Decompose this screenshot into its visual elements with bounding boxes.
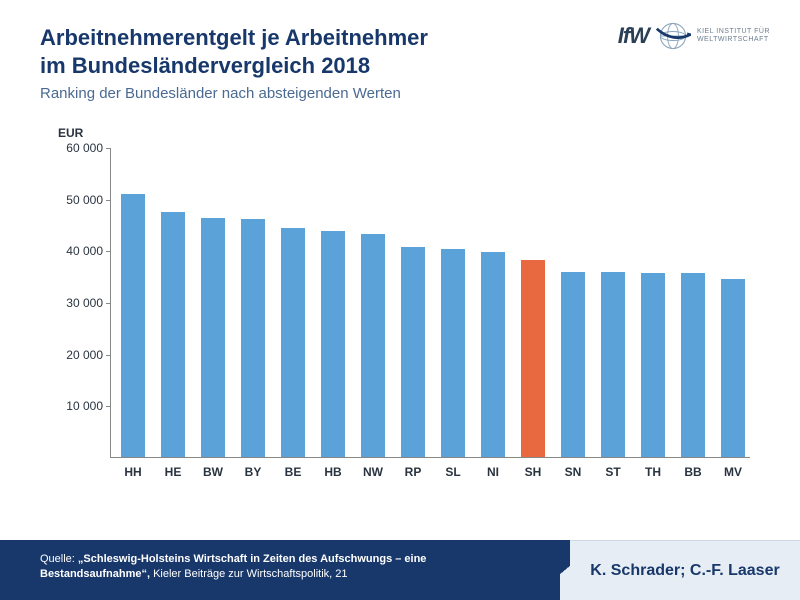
logo-sub-1: KIEL INSTITUT FÜR [697,28,770,36]
x-tick-label: SH [525,465,542,479]
footer: Quelle: „Schleswig-Holsteins Wirtschaft … [0,540,800,600]
x-tick-label: NI [487,465,499,479]
bar-NW [361,234,386,457]
x-tick-label: MV [724,465,742,479]
bar-HH [121,194,146,458]
bar-HE [161,212,186,457]
bar-BW [201,218,226,457]
y-tick-mark [106,406,111,407]
chart: EUR 10 00020 00030 00040 00050 00060 000… [40,130,760,500]
bar-RP [401,247,426,457]
bar-ST [601,272,626,457]
bar-BY [241,219,266,457]
x-tick-label: TH [645,465,661,479]
y-tick-label: 10 000 [53,399,103,413]
y-tick-mark [106,200,111,201]
logo: IfW KIEL INSTITUT FÜR WELTWIRTSCHAFT [618,18,770,54]
title-line-2: im Bundesländervergleich 2018 [40,53,370,78]
y-tick-mark [106,148,111,149]
bar-SL [441,249,466,457]
bar-TH [641,273,666,457]
source-rest: Kieler Beiträge zur Wirtschaftspolitik, … [150,568,347,580]
y-tick-label: 20 000 [53,348,103,362]
subtitle: Ranking der Bundesländer nach absteigend… [40,85,760,102]
y-tick-label: 30 000 [53,296,103,310]
x-tick-label: BW [203,465,223,479]
y-tick-label: 50 000 [53,193,103,207]
x-tick-label: ST [605,465,620,479]
x-tick-label: HE [165,465,182,479]
y-tick-mark [106,355,111,356]
logo-text: IfW [618,23,649,49]
y-tick-mark [106,251,111,252]
x-tick-label: RP [405,465,422,479]
bar-HB [321,231,346,457]
logo-subtext: KIEL INSTITUT FÜR WELTWIRTSCHAFT [697,28,770,43]
footer-separator [560,540,570,600]
bar-BB [681,273,706,457]
source-prefix: Quelle: [40,553,78,565]
x-tick-label: HH [124,465,141,479]
y-axis-label: EUR [58,126,83,140]
title-line-1: Arbeitnehmerentgelt je Arbeitnehmer [40,25,428,50]
x-tick-label: BE [285,465,302,479]
bar-MV [721,279,746,457]
y-tick-label: 40 000 [53,244,103,258]
x-tick-label: SN [565,465,582,479]
x-tick-label: BB [684,465,701,479]
bar-SN [561,272,586,457]
y-tick-mark [106,303,111,304]
header: Arbeitnehmerentgelt je Arbeitnehmer im B… [0,0,800,110]
bar-SH [521,260,546,457]
y-tick-label: 60 000 [53,141,103,155]
footer-authors: K. Schrader; C.-F. Laaser [570,540,800,600]
plot-area: 10 00020 00030 00040 00050 00060 000HHHE… [110,148,750,458]
x-tick-label: BY [245,465,262,479]
bar-BE [281,228,306,457]
logo-sub-2: WELTWIRTSCHAFT [697,36,770,44]
x-tick-label: SL [445,465,460,479]
x-tick-label: NW [363,465,383,479]
bar-NI [481,252,506,457]
globe-icon [655,18,691,54]
footer-source: Quelle: „Schleswig-Holsteins Wirtschaft … [0,540,560,600]
x-tick-label: HB [324,465,341,479]
